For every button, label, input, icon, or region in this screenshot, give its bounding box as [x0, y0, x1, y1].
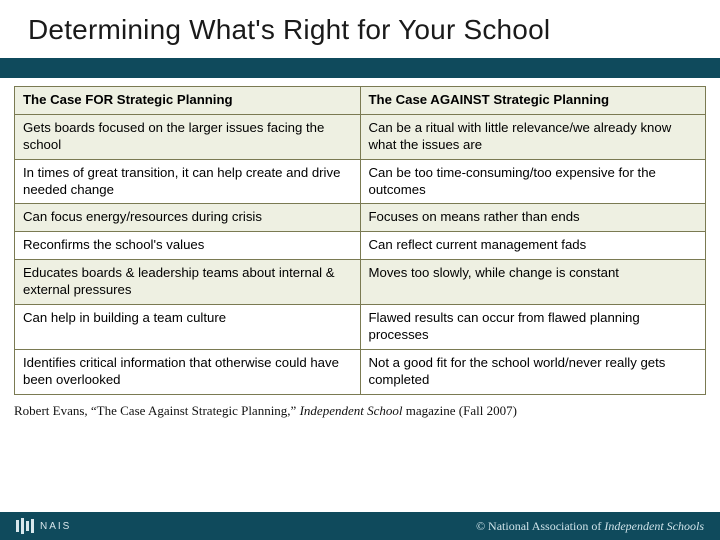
table-header-row: The Case FOR Strategic Planning The Case… [15, 87, 706, 115]
cell-against: Can be too time-consuming/too expensive … [360, 159, 706, 204]
cell-for: Reconfirms the school's values [15, 232, 361, 260]
citation-article: “The Case Against Strategic Planning,” [91, 403, 300, 418]
cell-for: Can focus energy/resources during crisis [15, 204, 361, 232]
citation: Robert Evans, “The Case Against Strategi… [0, 401, 720, 419]
copyright-icon: © [476, 519, 485, 533]
col-header-for: The Case FOR Strategic Planning [15, 87, 361, 115]
table-row: Reconfirms the school's values Can refle… [15, 232, 706, 260]
table-row: In times of great transition, it can hel… [15, 159, 706, 204]
page-title: Determining What's Right for Your School [28, 14, 700, 46]
cell-for: In times of great transition, it can hel… [15, 159, 361, 204]
org-name-prefix: National Association of [488, 519, 604, 533]
table-row: Gets boards focused on the larger issues… [15, 114, 706, 159]
cell-against: Not a good fit for the school world/neve… [360, 349, 706, 394]
citation-publication: Independent School [300, 403, 403, 418]
cell-for: Identifies critical information that oth… [15, 349, 361, 394]
cell-against: Moves too slowly, while change is consta… [360, 260, 706, 305]
cell-against: Focuses on means rather than ends [360, 204, 706, 232]
col-header-against: The Case AGAINST Strategic Planning [360, 87, 706, 115]
logo-bar-icon [26, 521, 29, 531]
cell-for: Can help in building a team culture [15, 305, 361, 350]
table-row: Can focus energy/resources during crisis… [15, 204, 706, 232]
table-row: Can help in building a team culture Flaw… [15, 305, 706, 350]
logo-bar-icon [21, 518, 24, 534]
comparison-table-wrap: The Case FOR Strategic Planning The Case… [0, 78, 720, 401]
logo-bar-icon [31, 519, 34, 533]
citation-rest: magazine (Fall 2007) [402, 403, 516, 418]
footer-org: © National Association of Independent Sc… [476, 519, 704, 534]
cell-against: Flawed results can occur from flawed pla… [360, 305, 706, 350]
table-row: Identifies critical information that oth… [15, 349, 706, 394]
citation-author: Robert Evans, [14, 403, 91, 418]
logo-bar-icon [16, 520, 19, 532]
nais-logo: NAIS [16, 518, 71, 534]
logo-text: NAIS [40, 521, 71, 532]
cell-against: Can be a ritual with little relevance/we… [360, 114, 706, 159]
table-row: Educates boards & leadership teams about… [15, 260, 706, 305]
cell-for: Educates boards & leadership teams about… [15, 260, 361, 305]
footer-bar: NAIS © National Association of Independe… [0, 512, 720, 540]
header-band [0, 58, 720, 78]
cell-for: Gets boards focused on the larger issues… [15, 114, 361, 159]
cell-against: Can reflect current management fads [360, 232, 706, 260]
title-bar: Determining What's Right for Your School [0, 0, 720, 58]
org-name-italic: Independent Schools [604, 519, 704, 533]
comparison-table: The Case FOR Strategic Planning The Case… [14, 86, 706, 395]
